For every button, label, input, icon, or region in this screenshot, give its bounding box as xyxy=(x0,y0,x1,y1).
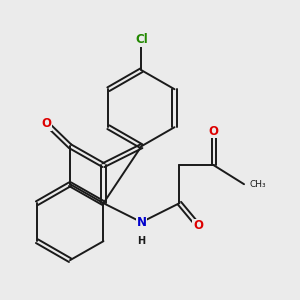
Text: O: O xyxy=(41,117,52,130)
Text: O: O xyxy=(208,124,219,137)
Text: O: O xyxy=(194,220,203,232)
Text: CH₃: CH₃ xyxy=(250,180,266,189)
Text: H: H xyxy=(137,236,146,246)
Text: Cl: Cl xyxy=(135,33,148,46)
Text: N: N xyxy=(136,216,146,229)
